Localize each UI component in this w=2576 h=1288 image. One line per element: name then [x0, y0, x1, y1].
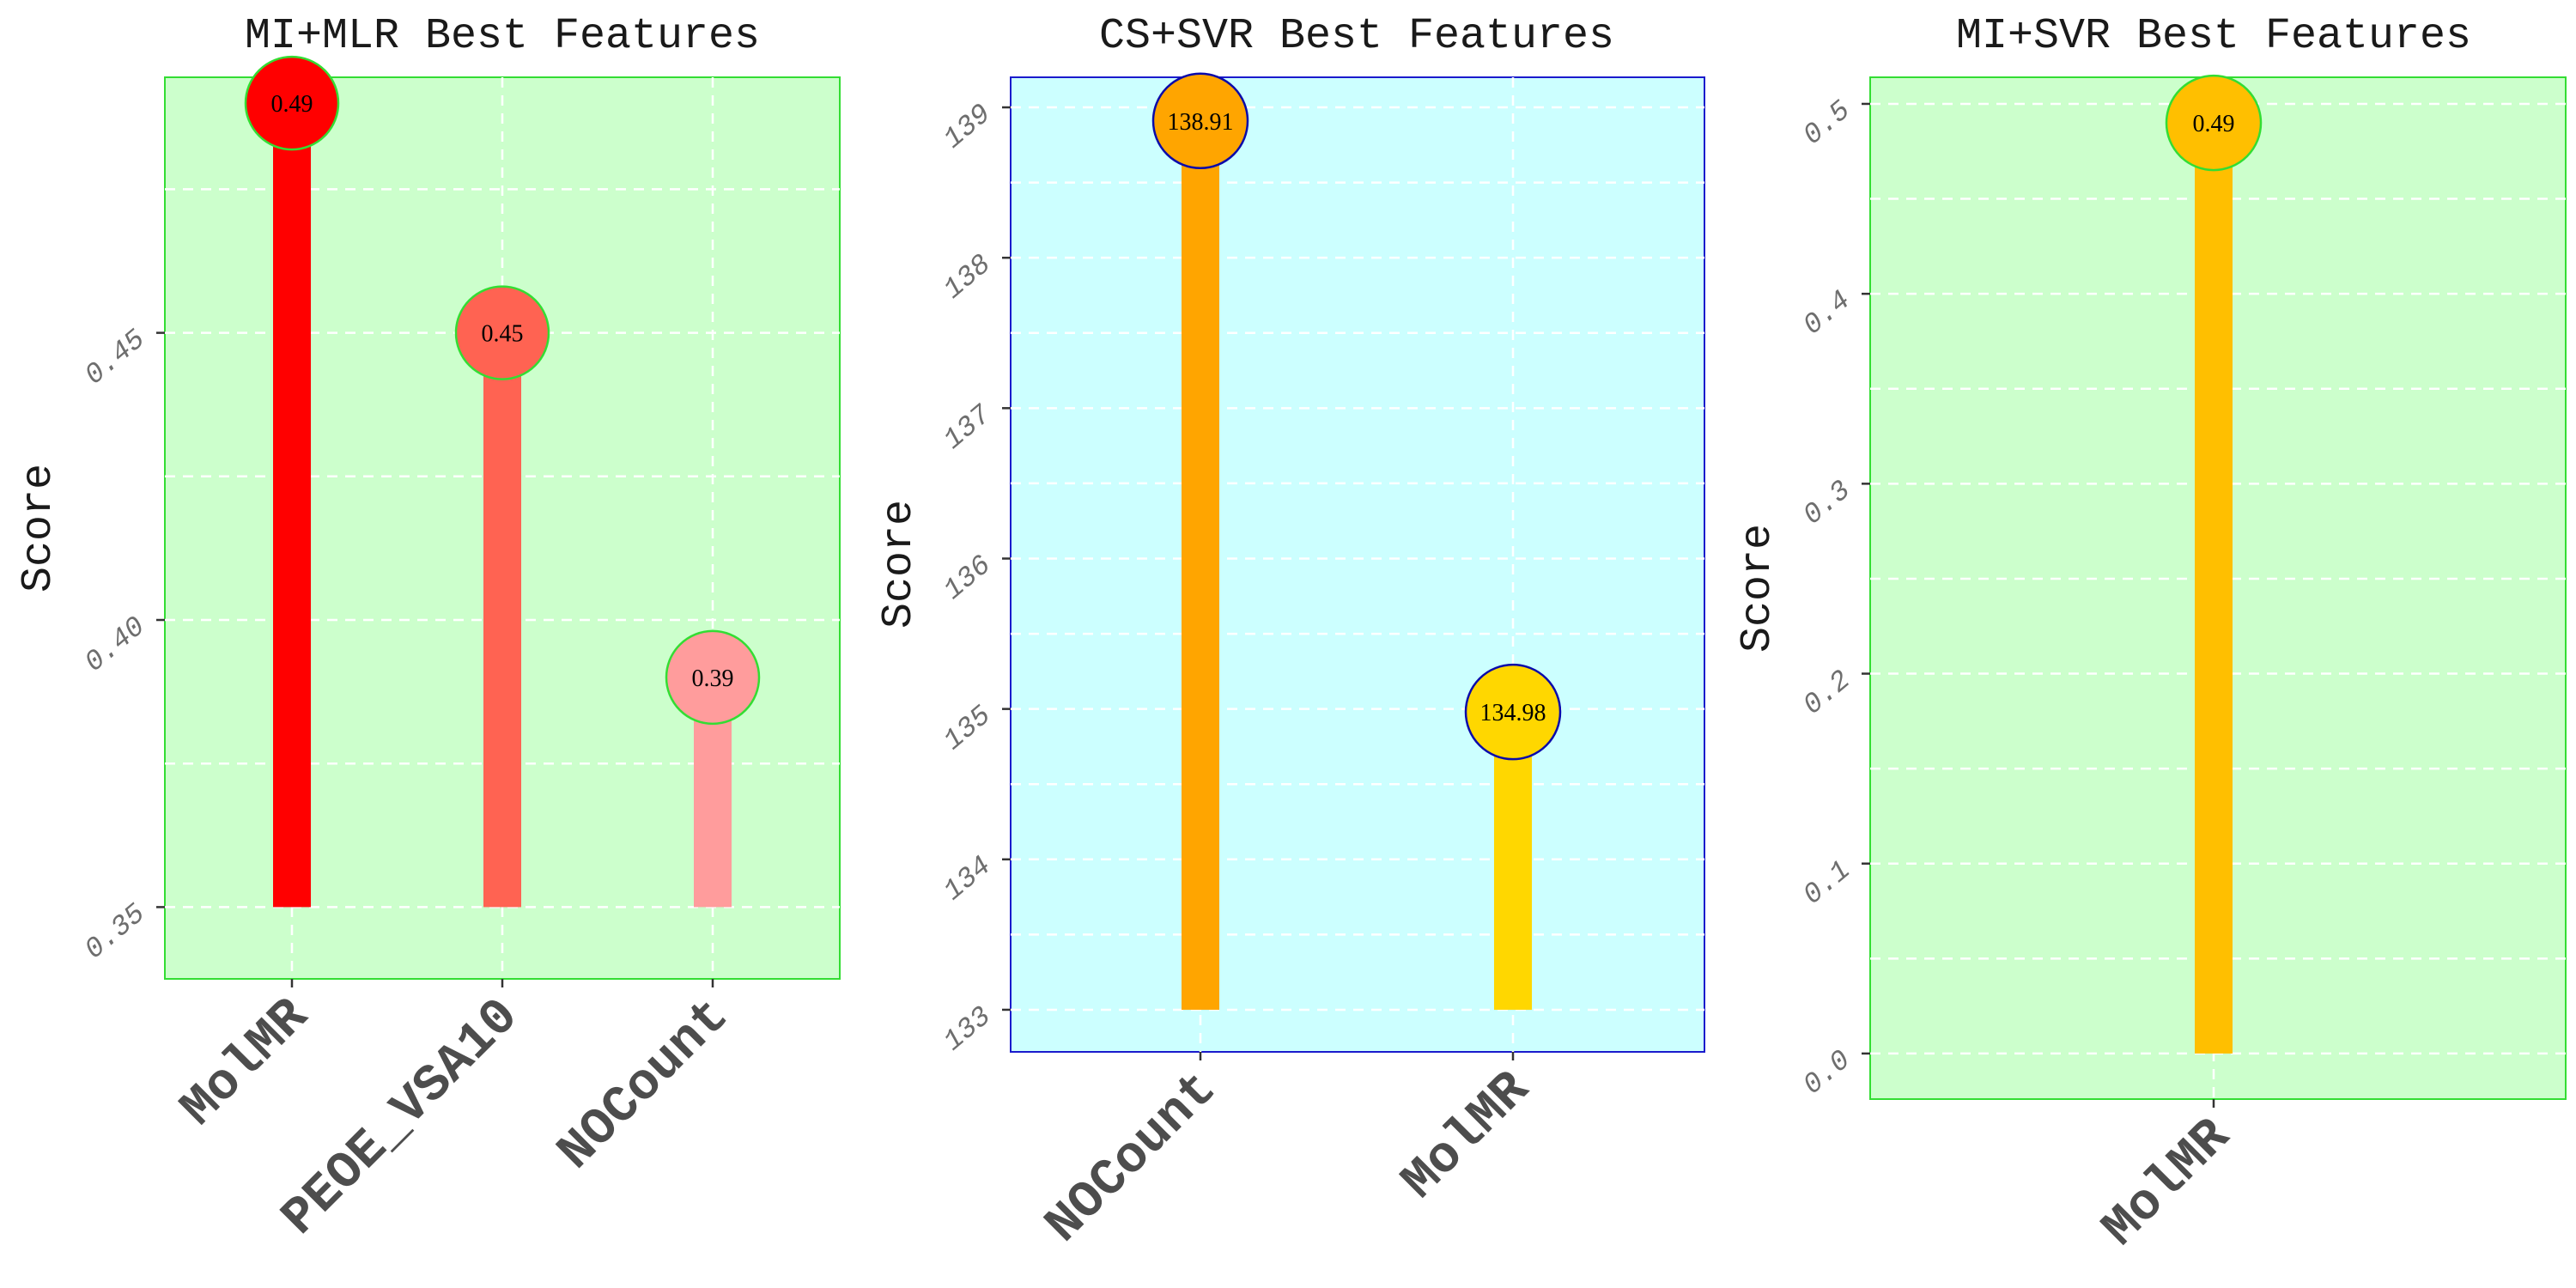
panel-title: MI+SVR Best Features: [1956, 12, 2471, 61]
data-label: 0.49: [2193, 111, 2235, 137]
y-axis-title: Score: [15, 464, 64, 592]
lollipops: 0.49 0.45 0.39: [244, 55, 761, 908]
y-tick-label: 0.3: [1797, 475, 1856, 532]
y-tick-label: 138: [938, 249, 997, 307]
lollipop-stem: [483, 332, 521, 908]
data-label: 134.98: [1480, 700, 1546, 726]
lollipops: 0.49: [2165, 74, 2263, 1054]
x-tick-label: NOCount: [1035, 1060, 1229, 1255]
panel-cs-svr: CS+SVR Best Features 138.91 134.98 133 134…: [875, 12, 1705, 1255]
x-tick-label: MolMR: [170, 987, 320, 1138]
y-tick-label: 0.0: [1797, 1044, 1856, 1102]
x-axis-ticks: MolMR: [2092, 1099, 2242, 1259]
panel-mi-svr: MI+SVR Best Features 0.49 0.00.10.20.30.…: [1734, 12, 2567, 1259]
y-axis-ticks: 0.35 0.40 0.45: [79, 324, 165, 966]
y-tick-label: 133: [938, 1000, 997, 1058]
x-tick-label: MolMR: [1391, 1060, 1541, 1211]
panel-mi-mlr: MI+MLR Best Features 0.490.450.39 0.350.…: [15, 12, 841, 1248]
y-tick-label: 139: [938, 98, 997, 155]
y-tick-label: 0.40: [79, 611, 151, 678]
lollipop-stem: [1182, 120, 1219, 1010]
data-label: 138.91: [1168, 109, 1234, 136]
lollipop-point: [454, 285, 550, 380]
lollipops: 138.91 134.98: [1151, 72, 1562, 1010]
lollipop-stem: [2195, 123, 2233, 1054]
x-axis-ticks: NOCount MolMR: [1035, 1052, 1541, 1255]
data-label: 0.45: [482, 321, 524, 348]
panel-title: MI+MLR Best Features: [245, 12, 760, 61]
panel-title: CS+SVR Best Features: [1099, 12, 1614, 61]
y-axis-ticks: 133 134 135 136 137 138 139: [938, 98, 1011, 1058]
y-tick-label: 134: [938, 850, 997, 908]
data-label: 0.49: [271, 91, 313, 118]
y-tick-label: 0.5: [1797, 94, 1856, 152]
lollipop-point: [1464, 663, 1562, 761]
y-tick-label: 135: [938, 700, 997, 757]
plot-area: [1010, 76, 1705, 1053]
y-tick-label: 0.45: [79, 324, 151, 392]
y-axis-ticks: 0.0 0.1 0.2 0.3 0.4 0.5: [1797, 94, 1870, 1102]
y-tick-label: 137: [938, 399, 997, 457]
x-tick-label: MolMR: [2092, 1108, 2242, 1258]
lollipop-point: [665, 629, 761, 726]
y-tick-label: 136: [938, 550, 997, 607]
x-tick-label: NOCount: [547, 987, 741, 1182]
lollipop-stem: [273, 103, 311, 908]
lollipop-point: [1151, 72, 1249, 170]
y-axis-title: Score: [1734, 524, 1783, 653]
lollipop-point: [2165, 74, 2263, 172]
data-label: 0.39: [692, 665, 734, 692]
lollipop-point: [244, 55, 340, 151]
y-tick-label: 0.2: [1797, 665, 1856, 722]
y-tick-label: 0.4: [1797, 284, 1856, 342]
y-axis-title: Score: [875, 500, 924, 629]
lollipop-stem: [1494, 712, 1532, 1010]
y-tick-label: 0.35: [79, 898, 151, 966]
y-tick-label: 0.1: [1797, 854, 1856, 912]
